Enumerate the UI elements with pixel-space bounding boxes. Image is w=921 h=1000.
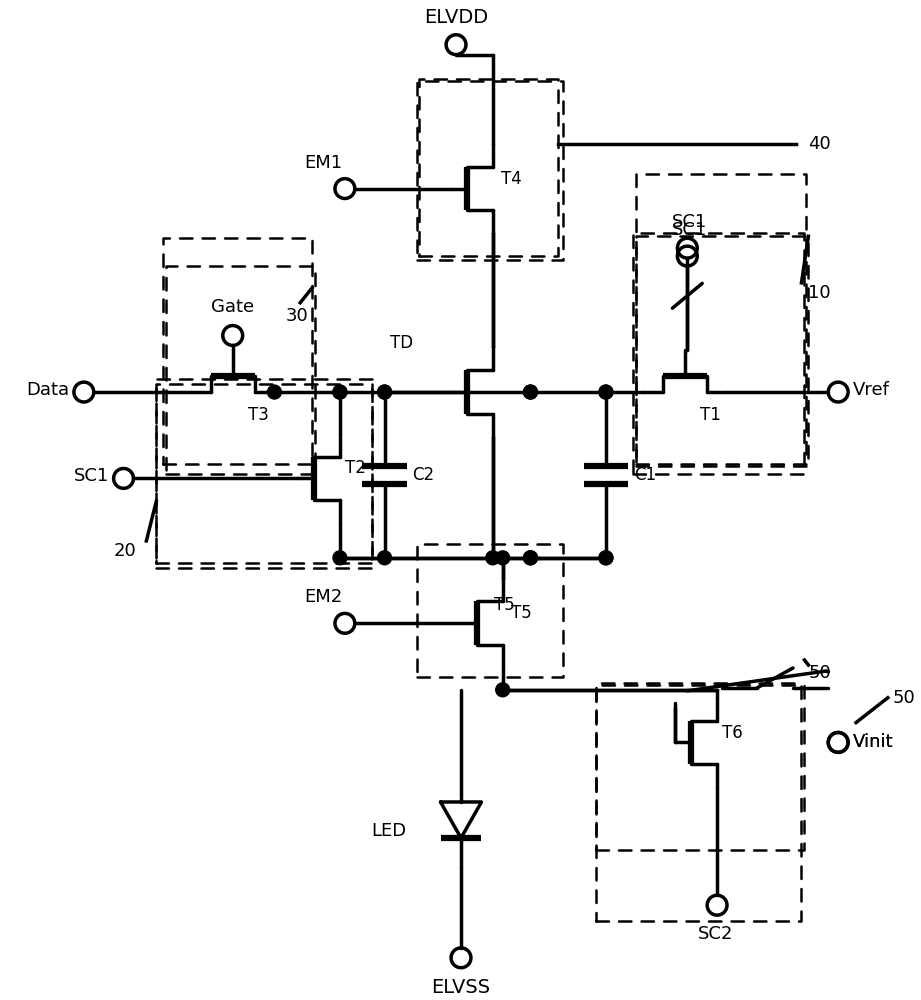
Text: Data: Data — [26, 381, 69, 399]
Circle shape — [333, 551, 347, 565]
Text: 40: 40 — [809, 135, 831, 153]
Circle shape — [523, 551, 538, 565]
Text: T3: T3 — [248, 406, 269, 424]
Text: EM1: EM1 — [304, 154, 342, 172]
Circle shape — [599, 551, 612, 565]
Text: C2: C2 — [413, 466, 435, 484]
Text: 10: 10 — [809, 284, 831, 302]
Circle shape — [599, 385, 612, 399]
Text: T1: T1 — [700, 406, 721, 424]
Circle shape — [378, 385, 391, 399]
Text: EM2: EM2 — [304, 588, 343, 606]
Text: 50: 50 — [809, 664, 831, 682]
Circle shape — [333, 385, 347, 399]
Circle shape — [378, 551, 391, 565]
Text: SC2: SC2 — [697, 925, 733, 943]
Text: T6: T6 — [722, 724, 743, 742]
Text: T5: T5 — [510, 604, 531, 622]
Text: ELVSS: ELVSS — [431, 978, 491, 997]
Text: Vref: Vref — [853, 381, 890, 399]
Text: SC1: SC1 — [671, 221, 707, 239]
Text: LED: LED — [371, 822, 406, 840]
Circle shape — [495, 683, 509, 697]
Text: SC1: SC1 — [671, 213, 707, 231]
Text: T5: T5 — [494, 596, 515, 614]
Circle shape — [599, 385, 612, 399]
Text: ELVDD: ELVDD — [424, 8, 488, 27]
Text: T2: T2 — [344, 459, 366, 477]
Circle shape — [599, 551, 612, 565]
Circle shape — [523, 551, 538, 565]
Text: 30: 30 — [286, 307, 308, 325]
Circle shape — [485, 551, 500, 565]
Text: Vinit: Vinit — [853, 733, 893, 751]
Text: 20: 20 — [113, 542, 136, 560]
Text: 50: 50 — [892, 689, 915, 707]
Text: Vinit: Vinit — [853, 733, 893, 751]
Circle shape — [523, 385, 538, 399]
Text: TD: TD — [390, 334, 413, 352]
Circle shape — [378, 385, 391, 399]
Text: T4: T4 — [501, 170, 521, 188]
Circle shape — [495, 551, 509, 565]
Circle shape — [523, 385, 538, 399]
Text: C1: C1 — [634, 466, 656, 484]
Text: SC1: SC1 — [74, 467, 109, 485]
Circle shape — [333, 385, 347, 399]
Circle shape — [267, 385, 281, 399]
Text: Gate: Gate — [211, 298, 254, 316]
